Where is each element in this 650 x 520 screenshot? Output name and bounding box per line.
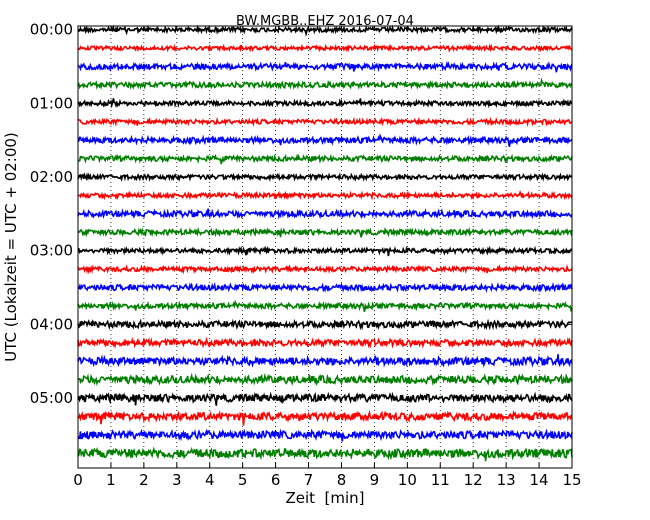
- trace-0400: [77, 318, 573, 331]
- x-tick-label: 15: [562, 471, 581, 489]
- trace-0330: [77, 281, 573, 294]
- trace-0015: [77, 43, 573, 53]
- x-tick-label: 5: [238, 471, 248, 489]
- trace-0000: [77, 24, 573, 37]
- trace-0500: [77, 391, 573, 406]
- y-tick-label: 01:00: [30, 94, 73, 112]
- y-tick-label: 00:00: [30, 21, 73, 39]
- y-tick-label: 02:00: [30, 168, 73, 186]
- x-axis-ticks: 0 1 2 3 4 5 6 7 8 9 10 11 12 13 14 15: [73, 26, 582, 489]
- y-tick-label: 04:00: [30, 315, 73, 333]
- x-tick-label: 3: [172, 471, 182, 489]
- trace-0545: [77, 446, 573, 462]
- y-tick-label: 05:00: [30, 389, 73, 407]
- x-tick-label: 11: [431, 471, 450, 489]
- x-tick-label: 10: [398, 471, 417, 489]
- trace-group: [77, 24, 573, 462]
- x-tick-label: 9: [370, 471, 380, 489]
- trace-0515: [77, 409, 573, 426]
- x-tick-label: 14: [530, 471, 549, 489]
- plot-area: [78, 26, 572, 468]
- y-tick-label: 03:00: [30, 242, 73, 260]
- trace-0030: [77, 60, 573, 73]
- trace-0200: [77, 172, 573, 183]
- trace-0430: [77, 354, 573, 368]
- trace-0445: [77, 372, 573, 387]
- trace-0415: [77, 336, 573, 349]
- grid-lines: [110, 26, 540, 468]
- x-tick-label: 12: [464, 471, 483, 489]
- x-tick-label: 4: [205, 471, 215, 489]
- trace-0300: [77, 245, 573, 257]
- x-tick-label: 13: [497, 471, 516, 489]
- trace-0530: [77, 428, 573, 442]
- plot-border: [77, 25, 573, 469]
- x-tick-label: 7: [304, 471, 314, 489]
- y-axis-ticks: 00:00 01:00 02:00 03:00 04:00 05:00: [30, 21, 572, 407]
- x-tick-label: 6: [271, 471, 281, 489]
- x-axis-label: Zeit [min]: [285, 489, 364, 507]
- trace-0100: [77, 98, 573, 109]
- trace-0315: [77, 264, 573, 275]
- trace-0145: [77, 153, 573, 165]
- x-tick-label: 8: [337, 471, 347, 489]
- trace-0115: [77, 116, 573, 127]
- chart-title: BW.MGBB..EHZ 2016-07-04: [236, 14, 414, 29]
- trace-0230: [77, 208, 573, 220]
- trace-0245: [77, 226, 573, 238]
- trace-0130: [77, 133, 573, 147]
- x-tick-label: 1: [106, 471, 116, 489]
- trace-0215: [77, 189, 573, 201]
- trace-0345: [77, 299, 573, 312]
- trace-0045: [77, 77, 573, 90]
- x-tick-label: 0: [73, 471, 83, 489]
- x-tick-label: 2: [139, 471, 149, 489]
- y-axis-label: UTC (Lokalzeit = UTC + 02:00): [2, 132, 20, 362]
